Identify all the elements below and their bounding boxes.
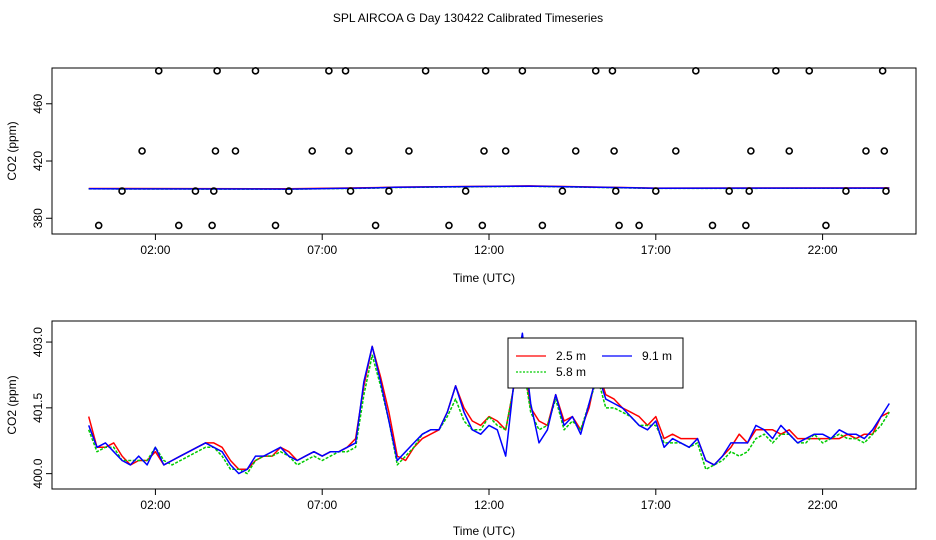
calibration-point	[822, 221, 830, 230]
calibration-point	[480, 147, 488, 155]
y-tick-label: 401.5	[31, 393, 45, 423]
calibration-point	[191, 187, 200, 195]
calibration-point	[672, 147, 680, 155]
calibration-point	[878, 67, 887, 75]
series-line-9-1-m	[88, 185, 890, 190]
figure-title: SPL AIRCOA G Day 130422 Calibrated Times…	[333, 11, 603, 25]
calibration-point	[805, 67, 814, 75]
bottom-series-lines	[87, 332, 890, 475]
calibration-point	[651, 187, 660, 195]
bottom-plot-frame	[51, 320, 917, 490]
calibration-point	[94, 221, 103, 230]
y-tick-label: 380	[31, 208, 45, 228]
calibration-point	[862, 147, 870, 155]
calibration-point	[385, 187, 393, 195]
calibration-point	[405, 147, 413, 155]
bottom-y-axis: 400.0 401.5 403.0	[31, 327, 52, 489]
calibration-point	[251, 67, 260, 75]
calibration-point	[231, 147, 240, 155]
calibration-point	[209, 187, 218, 195]
calibration-point	[615, 221, 623, 230]
calibration-point	[325, 67, 333, 75]
top-calibration-points	[94, 67, 890, 230]
calibration-point	[610, 147, 618, 155]
calibration-point	[154, 67, 163, 75]
bottom-x-axis-label: Time (UTC)	[453, 524, 515, 538]
calibration-point	[138, 147, 146, 155]
x-tick-label: 22:00	[808, 243, 838, 257]
legend: 2.5 m 9.1 m 5.8 m	[507, 337, 684, 389]
calibration-point	[772, 67, 780, 75]
calibration-point	[501, 147, 510, 155]
x-tick-label: 07:00	[307, 243, 337, 257]
calibration-point	[271, 221, 280, 230]
series-line-5-8-m	[87, 354, 890, 475]
calibration-point	[478, 221, 487, 230]
top-series-lines	[88, 185, 890, 190]
calibration-point	[341, 67, 350, 75]
top-x-axis-label: Time (UTC)	[453, 271, 515, 285]
top-panel: 02:00 07:00 12:00 17:00 22:00 380 420 460 Time…	[5, 67, 917, 285]
calibration-point	[591, 67, 600, 75]
calibration-point	[747, 147, 755, 155]
x-tick-label: 02:00	[140, 498, 170, 512]
calibration-point	[421, 67, 430, 75]
calibration-point	[725, 187, 733, 195]
calibration-point	[174, 221, 183, 230]
calibration-point	[742, 221, 750, 230]
calibration-point	[692, 67, 700, 75]
calibration-point	[445, 221, 453, 230]
bottom-panel: 02:00 07:00 12:00 17:00 22:00 400.0 401.5 403.…	[5, 320, 917, 538]
x-tick-label: 22:00	[808, 498, 838, 512]
calibration-point	[745, 187, 754, 195]
calibration-point	[211, 147, 220, 155]
calibration-point	[208, 221, 216, 230]
x-tick-label: 07:00	[307, 498, 337, 512]
calibration-point	[571, 147, 580, 155]
calibration-point	[608, 67, 617, 75]
calibration-point	[213, 67, 221, 75]
series-line-9-1-m	[87, 332, 890, 475]
bottom-y-axis-label: CO2 (ppm)	[5, 375, 19, 434]
calibration-point	[882, 187, 890, 195]
y-tick-label: 460	[31, 93, 45, 113]
top-y-axis: 380 420 460	[31, 93, 52, 228]
calibration-point	[371, 221, 380, 230]
y-tick-label: 403.0	[31, 327, 45, 357]
legend-label-2-5m: 2.5 m	[556, 349, 586, 363]
calibration-point	[518, 67, 527, 75]
legend-label-9-1m: 9.1 m	[642, 349, 672, 363]
x-tick-label: 12:00	[474, 498, 504, 512]
bottom-x-axis: 02:00 07:00 12:00 17:00 22:00	[140, 489, 838, 512]
x-tick-label: 17:00	[641, 243, 671, 257]
top-x-axis: 02:00 07:00 12:00 17:00 22:00	[140, 234, 838, 257]
calibration-point	[558, 187, 567, 195]
y-tick-label: 420	[31, 151, 45, 171]
x-tick-label: 12:00	[474, 243, 504, 257]
calibration-point	[346, 187, 355, 195]
legend-box	[507, 337, 684, 389]
calibration-point	[481, 67, 490, 75]
calibration-point	[118, 187, 126, 195]
series-line-2-5-m	[87, 345, 890, 471]
calibration-point	[635, 221, 643, 230]
calibration-point	[308, 147, 317, 155]
calibration-point	[461, 187, 470, 195]
calibration-point	[611, 187, 620, 195]
legend-label-5-8m: 5.8 m	[556, 365, 586, 379]
calibration-point	[880, 147, 889, 155]
x-tick-label: 02:00	[140, 243, 170, 257]
calibration-point	[538, 221, 547, 230]
calibration-point	[842, 187, 850, 195]
calibration-point	[785, 147, 794, 155]
y-tick-label: 400.0	[31, 458, 45, 488]
x-tick-label: 17:00	[641, 498, 671, 512]
calibration-point	[708, 221, 717, 230]
calibration-point	[285, 187, 293, 195]
calibration-point	[345, 147, 353, 155]
top-y-axis-label: CO2 (ppm)	[5, 121, 19, 180]
